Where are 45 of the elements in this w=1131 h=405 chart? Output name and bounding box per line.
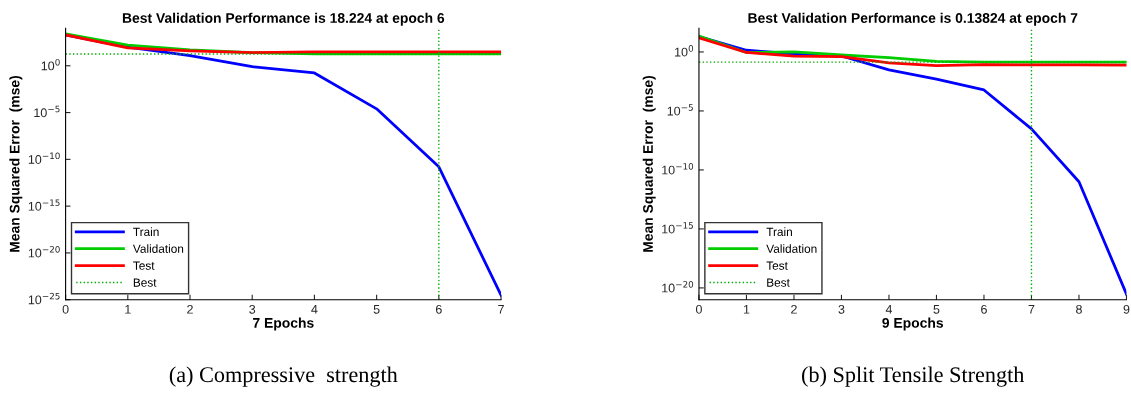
x-tick-label: 1 <box>743 305 750 314</box>
x-tick-label: 1 <box>125 305 131 314</box>
legend-label: Best <box>767 278 790 287</box>
x-axis-title: 7 Epochs <box>253 317 314 331</box>
y-tick-label: 10$^{−5}$ <box>34 105 60 118</box>
y-tick-label: 10$^{−20}$ <box>662 281 694 293</box>
x-tick-label: 9 <box>1123 304 1130 314</box>
x-tick-label: 7 <box>1028 305 1035 314</box>
text: (b) Split Tensile Strength <box>802 366 1025 387</box>
legend-label: Test <box>766 261 788 270</box>
x-tick-label: 4 <box>885 305 893 314</box>
x-tick-label: 5 <box>373 305 380 314</box>
x-tick-label: 2 <box>791 304 797 314</box>
y-tick-label: 10$^{−15}$ <box>662 222 693 234</box>
y-axis-title: Mean Squared Error (mse) <box>9 75 23 252</box>
x-tick-label: 2 <box>187 304 193 314</box>
y-tick-label: 10$^{−5}$ <box>667 104 693 116</box>
y-tick-label: 10$^{0}$ <box>675 45 694 57</box>
x-tick-label: 3 <box>249 304 256 314</box>
y-tick-label: 10$^{−25}$ <box>28 292 60 305</box>
legend-label: Train <box>133 227 159 237</box>
x-tick-label: 5 <box>933 305 940 314</box>
x-tick-label: 0 <box>62 304 69 314</box>
x-tick-label: 7 <box>498 305 504 314</box>
x-tick-label: 6 <box>981 304 987 314</box>
x-tick-label: 8 <box>1076 304 1082 314</box>
legend-label: Validation <box>766 244 817 253</box>
y-axis-title: Mean Squared Error (mse) <box>642 75 656 252</box>
y-tick-label: 10$^{−20}$ <box>28 246 60 258</box>
legend-label: Test <box>133 261 155 270</box>
x-tick-label: 4 <box>311 305 318 314</box>
legend-label: Best <box>133 278 157 287</box>
y-tick-label: 10$^{−15}$ <box>28 199 60 211</box>
x-tick-label: 3 <box>838 304 845 314</box>
x-tick-label: 0 <box>695 304 702 314</box>
legend-label: Validation <box>132 244 184 253</box>
legend-label: Train <box>766 227 792 237</box>
y-tick-label: 10$^{0}$ <box>41 58 60 71</box>
x-axis-title: 9 Epochs <box>882 317 944 331</box>
y-tick-label: 10$^{−10}$ <box>28 152 60 164</box>
y-tick-label: 10$^{−10}$ <box>662 163 694 175</box>
x-tick-label: 6 <box>435 304 442 314</box>
chart-title: Best Validation Performance is 0.13824 at epoch 7 <box>748 12 1078 26</box>
text: (a) Compressive strength <box>169 366 398 387</box>
chart-title: Best Validation Performance is 18.224 at epoch 6 <box>122 12 445 26</box>
